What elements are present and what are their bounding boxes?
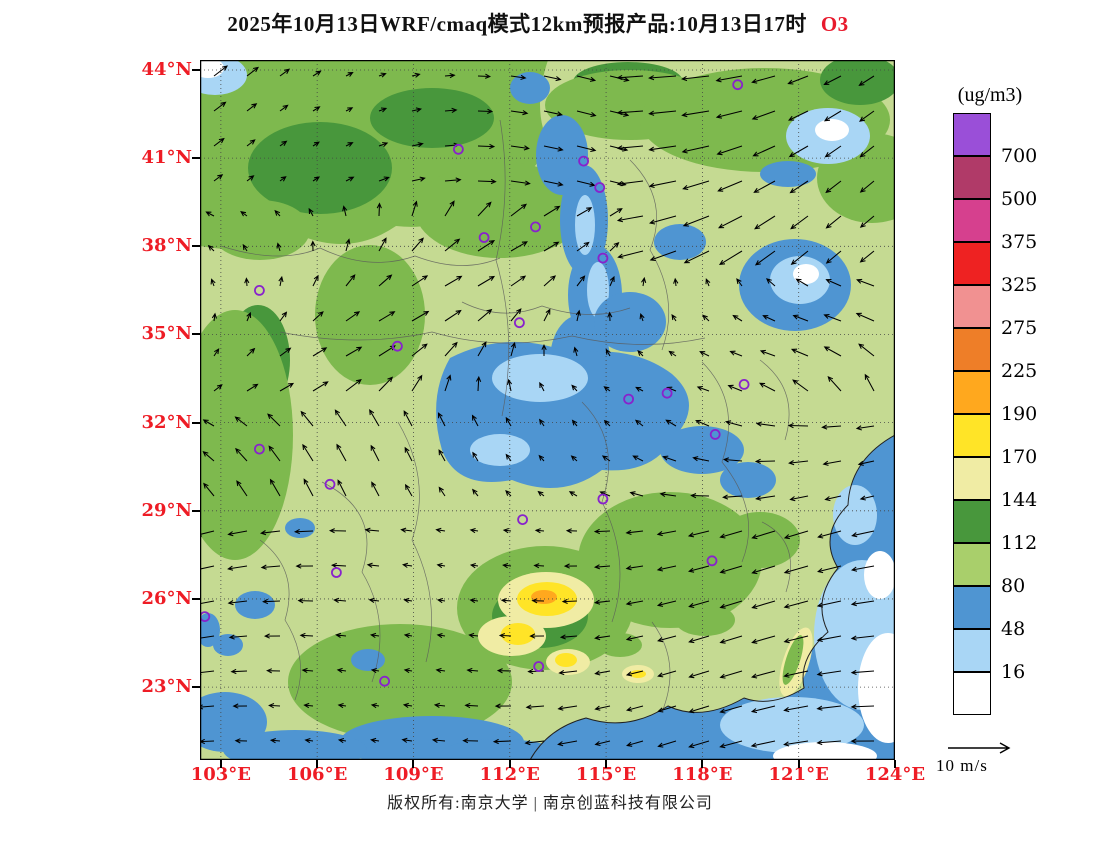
colorbar-level-label: 170 bbox=[1001, 446, 1038, 468]
station-marker bbox=[661, 387, 673, 399]
colorbar-level-label: 375 bbox=[1001, 231, 1038, 253]
colorbar-box bbox=[953, 500, 991, 543]
station-marker bbox=[513, 317, 525, 329]
colorbar-box bbox=[953, 672, 991, 715]
lat-tick bbox=[192, 245, 200, 248]
colorbar: 700 500 375 325 275 225 190 170 144 112 80 48 16 bbox=[953, 113, 1063, 715]
colorbar-level-label: 144 bbox=[1001, 489, 1038, 511]
colorbar-box bbox=[953, 285, 991, 328]
species-label: O3 bbox=[820, 12, 849, 36]
station-marker bbox=[391, 340, 403, 352]
lon-label: 109°E bbox=[383, 764, 444, 785]
colorbar-level-label: 48 bbox=[1001, 618, 1026, 640]
province-boundaries bbox=[220, 119, 791, 713]
station-markers bbox=[200, 79, 750, 687]
lon-tick bbox=[412, 760, 415, 768]
colorbar-box bbox=[953, 457, 991, 500]
station-marker bbox=[530, 221, 541, 233]
lat-label: 26°N bbox=[141, 587, 192, 609]
lon-label: 106°E bbox=[287, 764, 348, 785]
lat-label: 23°N bbox=[141, 676, 192, 698]
lon-label: 118°E bbox=[672, 764, 733, 785]
station-marker bbox=[254, 284, 265, 296]
station-marker bbox=[478, 232, 490, 243]
colorbar-box bbox=[953, 543, 991, 586]
title-text: 2025年10月13日WRF/cmaq模式12km预报产品:10月13日17时 bbox=[227, 12, 807, 36]
station-marker bbox=[452, 143, 464, 155]
station-marker bbox=[594, 182, 606, 193]
station-marker bbox=[517, 514, 529, 526]
station-marker bbox=[706, 555, 718, 567]
station-marker bbox=[709, 428, 721, 440]
colorbar-level-label: 190 bbox=[1001, 403, 1038, 425]
lat-tick bbox=[192, 68, 200, 71]
colorbar-box bbox=[953, 414, 991, 457]
colorbar-level-label: 325 bbox=[1001, 274, 1038, 296]
lon-tick bbox=[508, 760, 511, 768]
colorbar-box bbox=[953, 242, 991, 285]
colorbar-box bbox=[953, 586, 991, 629]
colorbar-level-label: 16 bbox=[1001, 661, 1026, 683]
station-marker bbox=[533, 661, 545, 672]
lon-tick bbox=[894, 760, 896, 768]
map-canvas bbox=[200, 60, 895, 760]
coastline bbox=[529, 434, 895, 760]
lat-label: 35°N bbox=[141, 323, 192, 345]
lon-label: 103°E bbox=[190, 764, 251, 785]
station-marker bbox=[254, 443, 265, 455]
station-marker bbox=[597, 493, 609, 505]
lon-label: 124°E bbox=[864, 764, 926, 785]
lon-label: 112°E bbox=[479, 764, 540, 785]
lat-label: 32°N bbox=[141, 411, 192, 433]
wind-reference-arrow bbox=[948, 742, 1011, 754]
map-frame bbox=[200, 60, 895, 760]
copyright-footer: 版权所有:南京大学 | 南京创蓝科技有限公司 bbox=[387, 795, 713, 812]
lat-tick bbox=[192, 597, 200, 600]
lat-label: 41°N bbox=[141, 147, 192, 169]
map-area bbox=[200, 60, 895, 760]
lon-tick bbox=[701, 760, 704, 768]
lat-label: 38°N bbox=[141, 235, 192, 257]
colorbar-level-label: 112 bbox=[1001, 532, 1038, 554]
colorbar-level-label: 500 bbox=[1001, 188, 1038, 210]
colorbar-level-label: 700 bbox=[1001, 145, 1038, 167]
colorbar-box bbox=[953, 371, 991, 414]
colorbar-level-label: 275 bbox=[1001, 317, 1038, 339]
lat-tick bbox=[192, 421, 200, 424]
lon-tick bbox=[605, 760, 608, 768]
wind-arrows bbox=[200, 65, 875, 749]
colorbar-unit: (ug/m3) bbox=[957, 84, 1023, 106]
station-marker bbox=[623, 393, 635, 405]
lat-tick bbox=[192, 509, 200, 512]
colorbar-box bbox=[953, 328, 991, 371]
wind-reference-label: 10 m/s bbox=[936, 756, 988, 775]
lat-tick bbox=[192, 686, 200, 689]
colorbar-level-label: 80 bbox=[1001, 575, 1026, 597]
station-marker bbox=[738, 378, 750, 390]
lat-tick bbox=[192, 333, 200, 336]
lon-label: 121°E bbox=[768, 764, 829, 785]
colorbar-level-label: 225 bbox=[1001, 360, 1038, 382]
station-marker bbox=[597, 252, 609, 264]
lon-tick bbox=[316, 760, 319, 768]
figure-title: 2025年10月13日WRF/cmaq模式12km预报产品:10月13日17时 O… bbox=[0, 8, 1076, 38]
colorbar-box bbox=[953, 156, 991, 199]
lon-tick bbox=[219, 760, 222, 768]
colorbar-box bbox=[953, 113, 991, 156]
station-marker bbox=[324, 478, 336, 490]
lon-label: 115°E bbox=[575, 764, 637, 785]
lat-label: 44°N bbox=[141, 58, 192, 80]
colorbar-box bbox=[953, 629, 991, 672]
lat-tick bbox=[192, 157, 200, 160]
lon-tick bbox=[797, 760, 800, 768]
station-marker bbox=[578, 155, 590, 167]
lat-label: 29°N bbox=[141, 499, 192, 521]
station-marker bbox=[379, 675, 391, 687]
station-marker bbox=[732, 79, 744, 91]
colorbar-box bbox=[953, 199, 991, 242]
station-marker bbox=[330, 567, 342, 578]
